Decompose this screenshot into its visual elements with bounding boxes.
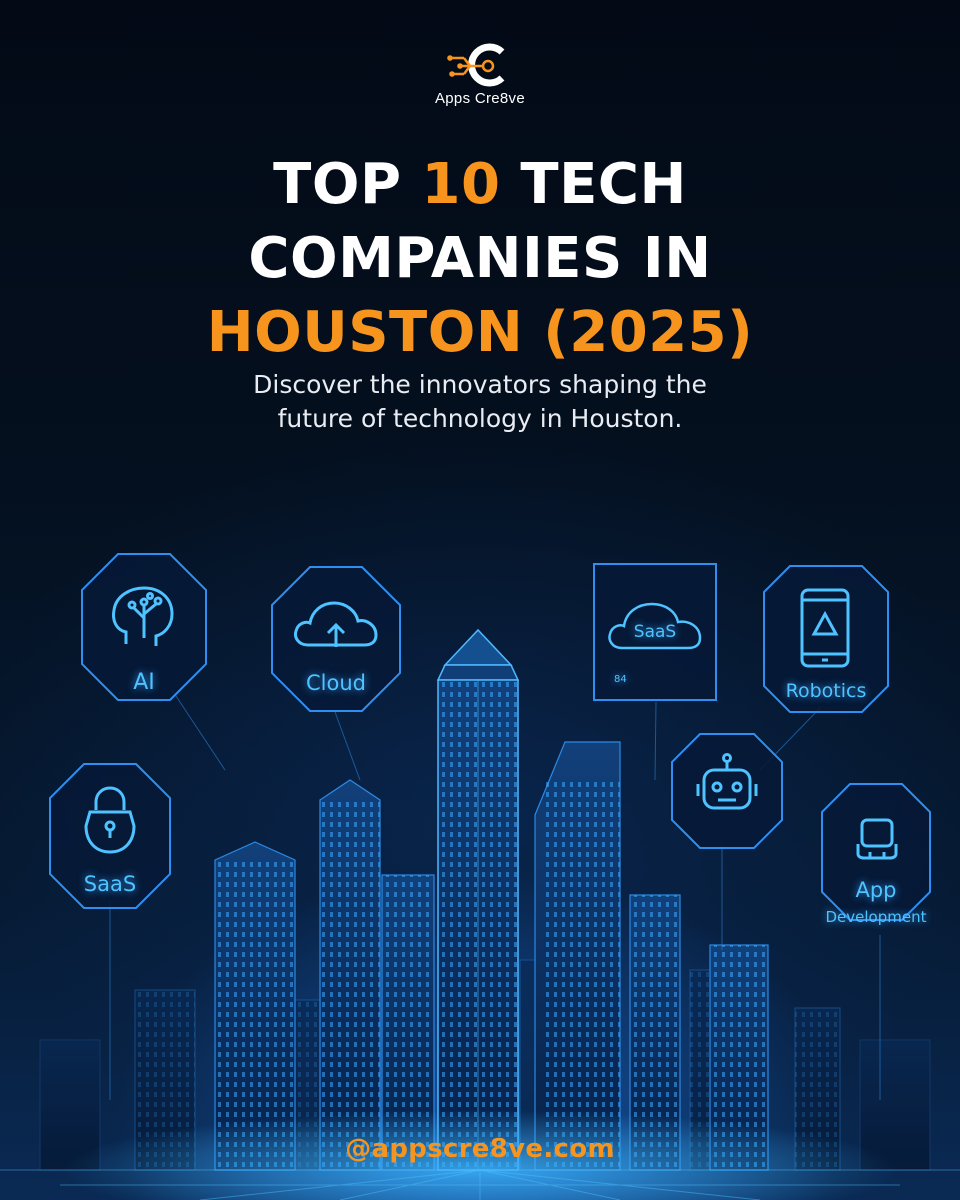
badge-cloud-label: Cloud <box>306 671 366 695</box>
brand: Apps Cre8ve <box>0 40 960 107</box>
cloud-icon <box>608 602 702 650</box>
title-highlight-number: 10 <box>421 152 501 217</box>
title-line-1-pre: TOP <box>273 152 422 217</box>
page-title: TOP 10 TECH COMPANIES IN HOUSTON (2025) <box>0 148 960 370</box>
brand-name: Apps Cre8ve <box>434 90 525 107</box>
app-device-icon <box>856 818 898 860</box>
brain-tree-icon <box>112 586 174 646</box>
badge-saas-lock: SaaS <box>48 762 172 910</box>
smartphone-icon <box>800 588 850 668</box>
lock-icon <box>84 786 136 854</box>
subtitle: Discover the innovators shaping the futu… <box>0 368 960 436</box>
badge-saas-cloud-label: SaaS <box>633 622 677 642</box>
badge-saas-lock-label: SaaS <box>83 872 137 896</box>
badge-saas-cloud: SaaS 84 <box>592 562 718 702</box>
badge-app-development: App Development <box>820 782 932 932</box>
title-line-3: HOUSTON (2025) <box>206 300 754 365</box>
ground-glow <box>60 1110 900 1200</box>
badge-cloud: Cloud <box>270 565 402 713</box>
title-line-1-post: TECH <box>500 152 687 217</box>
badge-saas-cloud-caption: 84 <box>614 674 627 685</box>
badge-robotics: Robotics <box>762 564 890 714</box>
subtitle-line-1: Discover the innovators shaping the <box>253 370 707 399</box>
title-line-2: COMPANIES IN <box>248 226 712 291</box>
circuit-c-logo-icon <box>447 43 505 87</box>
robot-head-icon <box>696 753 758 810</box>
cloud-upload-icon <box>294 601 378 647</box>
badge-ai-label: AI <box>133 670 155 695</box>
badge-ai: AI <box>80 552 208 702</box>
title-line-1: TOP 10 TECH <box>0 148 960 222</box>
social-handle: @appscre8ve.com <box>345 1134 615 1164</box>
badge-robotics-label: Robotics <box>785 680 867 702</box>
subtitle-line-2: future of technology in Houston. <box>277 404 683 433</box>
badge-app-label: App <box>855 878 897 902</box>
badge-robot <box>670 732 784 850</box>
central-tower <box>436 500 520 1171</box>
ground-grid <box>0 1169 960 1200</box>
city-skyline <box>0 500 960 1200</box>
badge-app-sublabel: Development <box>825 908 927 926</box>
